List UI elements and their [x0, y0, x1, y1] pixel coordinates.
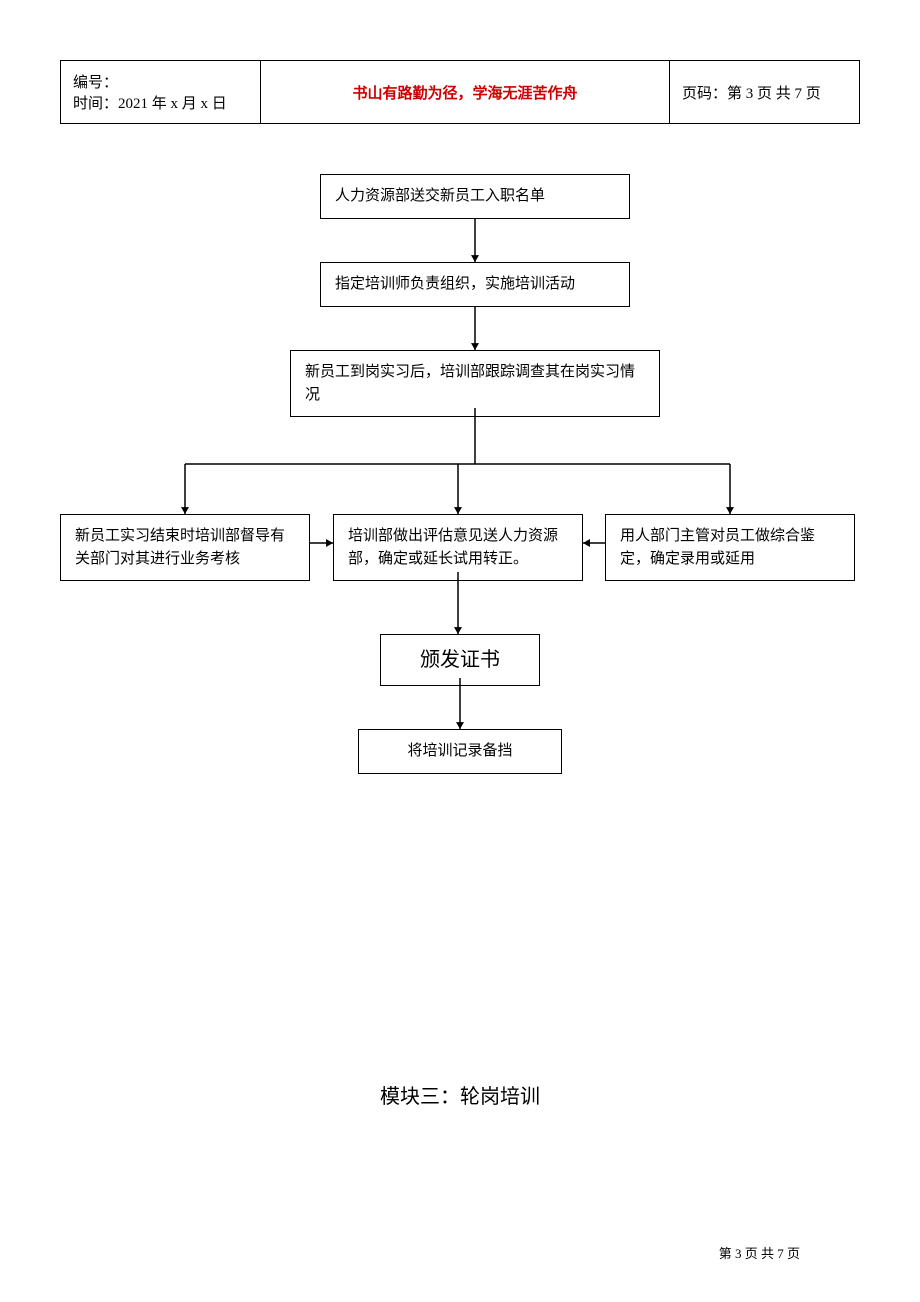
header-motto: 书山有路勤为径，学海无涯苦作舟 [261, 61, 670, 124]
flow-node-n1: 人力资源部送交新员工入职名单 [320, 174, 630, 219]
flowchart-container: 人力资源部送交新员工入职名单指定培训师负责组织，实施培训活动新员工到岗实习后，培… [60, 174, 860, 934]
flow-node-n3: 新员工到岗实习后，培训部跟踪调查其在岗实习情况 [290, 350, 660, 417]
section-title: 模块三：轮岗培训 [0, 1080, 920, 1109]
flow-line [183, 462, 732, 466]
document-page: 编号： 时间：2021 年 x 月 x 日 书山有路勤为径，学海无涯苦作舟 页码… [0, 0, 920, 1302]
flow-node-n8: 将培训记录备挡 [358, 729, 562, 774]
page-footer: 第 3 页 共 7 页 [719, 1243, 800, 1262]
header-table: 编号： 时间：2021 年 x 月 x 日 书山有路勤为径，学海无涯苦作舟 页码… [60, 60, 860, 124]
flow-node-n7: 颁发证书 [380, 634, 540, 686]
flow-node-n2: 指定培训师负责组织，实施培训活动 [320, 262, 630, 307]
flow-node-n5: 培训部做出评估意见送人力资源部，确定或延长试用转正。 [333, 514, 583, 581]
doc-date-label: 时间：2021 年 x 月 x 日 [73, 92, 248, 113]
flow-node-n6: 用人部门主管对员工做综合鉴定，确定录用或延用 [605, 514, 855, 581]
header-page-label: 页码：第 3 页 共 7 页 [670, 61, 860, 124]
doc-id-label: 编号： [73, 71, 248, 92]
header-left-cell: 编号： 时间：2021 年 x 月 x 日 [61, 61, 261, 124]
flow-node-n4: 新员工实习结束时培训部督导有关部门对其进行业务考核 [60, 514, 310, 581]
